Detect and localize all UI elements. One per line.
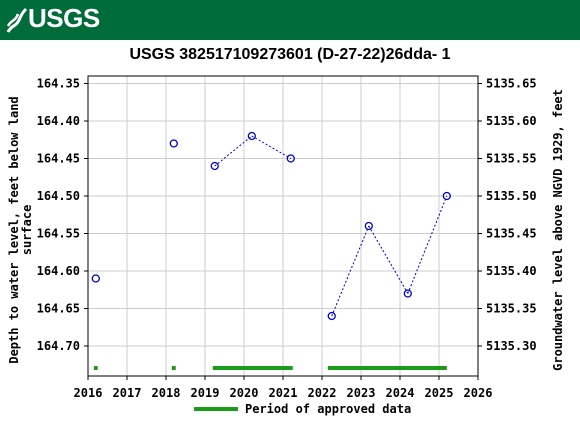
usgs-header-bar: USGS <box>0 0 580 40</box>
y-right-tick-label: 5135.40 <box>486 264 537 278</box>
y-left-tick-label: 164.35 <box>37 77 80 91</box>
usgs-logo-text: USGS <box>28 3 100 33</box>
series-line-segment <box>251 135 292 159</box>
y-left-tick-label: 164.40 <box>37 114 80 128</box>
x-tick-label: 2016 <box>74 386 103 400</box>
x-tick-label: 2019 <box>191 386 220 400</box>
data-point <box>210 161 219 171</box>
y-left-tick-label: 164.70 <box>37 339 80 353</box>
chart-grid <box>87 76 479 376</box>
y-right-tick-label: 5135.35 <box>486 302 537 316</box>
data-point <box>442 191 451 201</box>
x-tick-label: 2025 <box>425 386 454 400</box>
y-left-tick-label: 164.65 <box>37 302 80 316</box>
series-line-segment <box>407 195 448 294</box>
y-right-tick-label: 5135.45 <box>486 227 537 241</box>
y-right-ticks: 5135.65 5135.60 5135.55 5135.50 5135.45 5135.… <box>478 77 537 353</box>
data-point <box>403 289 412 298</box>
x-axis-ticks: 2016 2017 2018 2019 2020 2021 2022 2023 2024 2025… <box>74 376 493 400</box>
x-tick-label: 2020 <box>230 386 259 400</box>
series-points <box>91 131 451 321</box>
y-left-label-line1: Depth to water level, feet below land <box>7 96 21 363</box>
x-tick-label: 2018 <box>152 386 181 400</box>
y-left-ticks: 164.35 164.40 164.45 164.50 164.55 164.60 164.… <box>37 77 88 353</box>
series-line-segment <box>214 135 253 167</box>
x-tick-label: 2023 <box>347 386 376 400</box>
x-tick-label: 2017 <box>113 386 142 400</box>
y-right-label: Groundwater level above NGVD 1929, feet <box>551 89 565 371</box>
y-right-tick-label: 5135.30 <box>486 339 537 353</box>
data-point <box>169 139 178 148</box>
y-left-tick-label: 164.50 <box>37 189 80 203</box>
x-tick-label: 2021 <box>269 386 298 400</box>
y-left-tick-label: 164.45 <box>37 152 80 166</box>
chart-title: USGS 382517109273601 (D-27-22)26dda- 1 <box>129 46 450 63</box>
y-right-tick-label: 5135.50 <box>486 189 537 203</box>
data-point <box>364 221 373 231</box>
series-line-segment <box>331 225 370 317</box>
usgs-wave-icon <box>6 7 28 33</box>
data-point <box>91 274 100 283</box>
series-lines <box>214 135 448 317</box>
x-tick-label: 2022 <box>308 386 337 400</box>
data-point <box>286 154 295 163</box>
y-left-tick-label: 164.55 <box>37 227 80 241</box>
series-line-segment <box>368 225 409 294</box>
y-left-label-line2: surface <box>20 205 34 256</box>
groundwater-chart: USGS 382517109273601 (D-27-22)26dda- 1 2… <box>7 46 565 416</box>
y-right-tick-label: 5135.60 <box>486 114 537 128</box>
legend-label: Period of approved data <box>245 402 411 416</box>
data-point <box>247 131 256 141</box>
y-left-tick-label: 164.60 <box>37 264 80 278</box>
data-point <box>327 311 336 321</box>
x-tick-label: 2024 <box>386 386 415 400</box>
y-right-tick-label: 5135.55 <box>486 152 537 166</box>
x-tick-label: 2026 <box>464 386 493 400</box>
y-right-tick-label: 5135.65 <box>486 77 537 91</box>
